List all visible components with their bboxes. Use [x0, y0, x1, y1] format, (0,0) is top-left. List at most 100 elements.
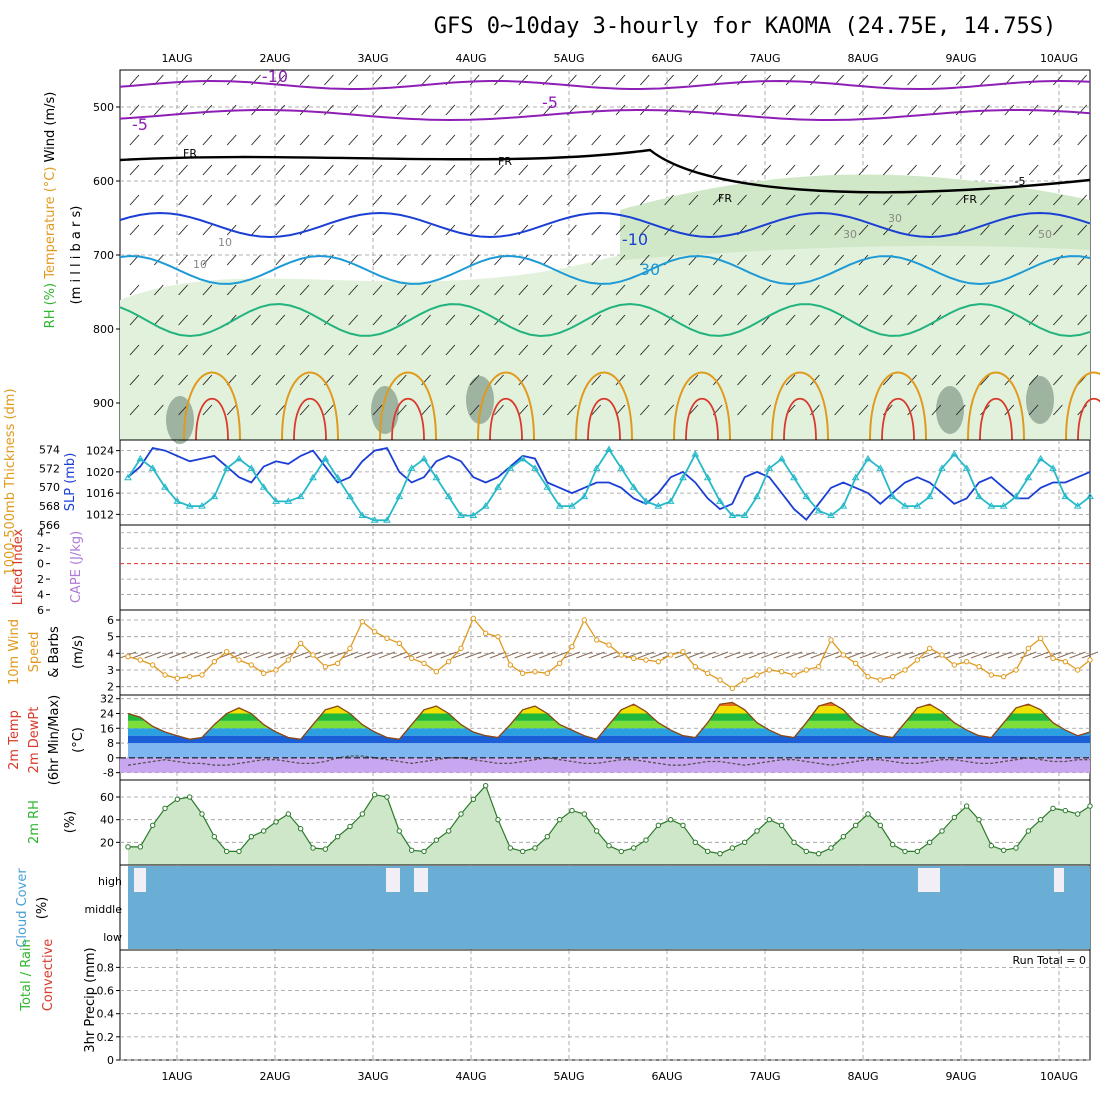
rh-point	[581, 811, 588, 817]
wind-barb	[251, 164, 261, 176]
precip-ylabel-3: 3hr Precip (mm)	[83, 947, 98, 1052]
wind-speed-point	[532, 668, 538, 675]
wind-barb	[469, 224, 480, 236]
wind-barb	[275, 224, 286, 236]
wind-ylabel-3-text: & Barbs	[47, 626, 62, 678]
temp-band	[128, 735, 1090, 744]
temp-yunit-text: (°C)	[71, 727, 86, 753]
rh-point	[852, 822, 859, 829]
temp-tick: -8	[103, 767, 114, 780]
wind-barb	[639, 134, 650, 146]
surface-barb	[267, 651, 285, 659]
wind-speed-point	[1037, 635, 1044, 642]
surface-barb	[206, 651, 223, 659]
rh-panel: 20 40 60 2m RH (%)	[27, 779, 1093, 866]
surface-barb	[218, 651, 235, 659]
thickness-point	[950, 450, 959, 457]
thickness-point	[1073, 502, 1082, 509]
precip-ylabel-1: Total / Rain	[19, 939, 34, 1012]
wind-barb	[955, 344, 966, 356]
chart-title: GFS 0~10day 3-hourly for KAOMA (24.75E, …	[434, 14, 1057, 39]
wind-barb	[955, 134, 966, 146]
thickness-point	[1024, 473, 1033, 481]
rh-point	[137, 844, 144, 850]
wind-speed-point	[581, 617, 588, 623]
wind-barb	[664, 314, 674, 326]
rh-point	[532, 845, 538, 851]
wind-barb	[639, 194, 650, 206]
precip-tick: 0.2	[97, 1031, 115, 1044]
temp-band	[128, 728, 1090, 736]
wind-barb	[445, 194, 456, 206]
wind-barb	[664, 284, 674, 296]
wind-barb	[615, 224, 626, 236]
wind-barb	[1053, 314, 1063, 326]
thickness-point	[506, 464, 515, 471]
surface-barb	[687, 651, 704, 659]
temp-tick: 32	[100, 693, 114, 706]
wind-barb	[1077, 314, 1088, 326]
slp-tick: 1020	[86, 466, 114, 479]
wind-barb	[785, 284, 796, 296]
surface-barb	[341, 651, 359, 659]
wind-barb	[1028, 344, 1039, 356]
wind-barb	[761, 404, 772, 416]
thickness-point	[691, 450, 700, 457]
wind-barb	[153, 134, 164, 146]
wind-barb	[372, 254, 383, 266]
contour-temp-blue	[119, 211, 1091, 239]
contour-warm	[967, 371, 1025, 441]
thickness-point	[358, 511, 367, 519]
surface-barb	[378, 651, 396, 659]
wind-barb	[761, 164, 772, 176]
day-label-top: 10AUG	[1040, 52, 1078, 65]
wind-barb	[129, 134, 140, 146]
temp-band	[128, 743, 1090, 758]
wind-barb	[980, 374, 990, 386]
wind-barb	[299, 404, 310, 416]
wind-barb	[810, 284, 820, 296]
wind-barb	[688, 194, 699, 206]
wind-speed-point	[458, 645, 464, 652]
wind-speed-point	[692, 663, 699, 670]
thickness-point	[481, 502, 490, 509]
surface-barb	[255, 651, 272, 659]
wind-barb	[834, 344, 845, 356]
wind-barb	[153, 374, 164, 386]
wind-speed-point	[556, 660, 563, 667]
wind-barb	[1028, 134, 1039, 146]
thickness-point	[839, 502, 848, 509]
wind-barb	[1053, 284, 1063, 296]
wind-speed-point	[704, 670, 711, 677]
wind-barb	[761, 224, 772, 236]
rh-tick: 20	[100, 836, 114, 849]
rh-point	[889, 841, 896, 848]
thickness-point	[296, 492, 305, 500]
surface-barb	[847, 651, 864, 659]
wind-barb	[129, 284, 140, 296]
wind-barb	[542, 404, 553, 416]
thickness-point	[457, 511, 465, 519]
wind-barb	[178, 74, 188, 86]
wind-barb	[1053, 344, 1063, 356]
rh-point	[125, 844, 131, 850]
wind-barb	[494, 194, 504, 206]
contour-warm-inner	[587, 397, 621, 441]
wind-barb	[785, 224, 796, 236]
wind-barb	[178, 344, 188, 356]
wind-barb	[980, 254, 990, 266]
wind-barb	[737, 284, 747, 296]
wind-barb	[688, 224, 699, 236]
wind-barb	[858, 284, 869, 296]
wind-barb	[202, 74, 213, 86]
wind-barb	[469, 254, 480, 266]
rh-point	[803, 848, 810, 855]
wind-barb	[153, 404, 164, 416]
contour-label: 30	[888, 212, 902, 225]
wind-barb	[469, 374, 480, 386]
surface-barb	[144, 651, 161, 659]
surface-barb	[946, 651, 963, 659]
wind-barb	[907, 254, 917, 266]
thickness-point	[432, 473, 441, 481]
wind-barb	[275, 164, 286, 176]
